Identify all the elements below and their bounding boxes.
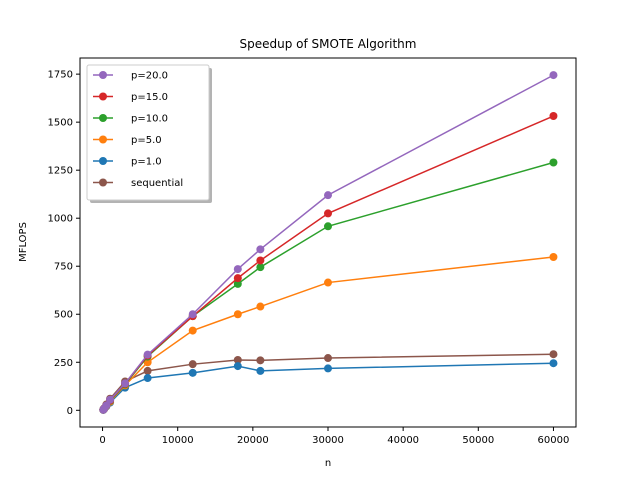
data-point	[188, 368, 197, 377]
data-point	[143, 350, 152, 359]
data-point	[324, 364, 332, 373]
data-point	[256, 302, 265, 311]
x-axis: 0 10000 20000 30000 40000 50000 60000	[99, 427, 569, 446]
x-tick-label: 60000	[538, 435, 570, 446]
legend-entry: p=1.0	[93, 157, 162, 168]
data-point	[549, 71, 558, 80]
y-tick-label: 500	[54, 310, 73, 321]
data-point	[324, 222, 332, 231]
data-point	[549, 158, 558, 167]
data-point	[256, 256, 265, 265]
legend-label: p=1.0	[131, 157, 162, 168]
data-point	[256, 245, 265, 254]
data-point	[549, 253, 558, 262]
legend-marker	[99, 114, 107, 122]
x-tick-label: 0	[99, 435, 105, 446]
data-point	[188, 360, 197, 369]
x-tick-label: 20000	[237, 435, 269, 446]
legend-marker	[99, 135, 107, 144]
y-tick-label: 1250	[48, 166, 73, 177]
data-point	[233, 310, 242, 319]
data-point	[233, 274, 242, 283]
legend-label: p=20.0	[131, 71, 168, 82]
data-point	[188, 310, 197, 319]
x-axis-label: n	[325, 458, 331, 469]
legend-label: p=10.0	[131, 114, 168, 125]
data-point	[233, 265, 242, 274]
y-tick-label: 1500	[48, 118, 73, 129]
y-tick-label: 1000	[48, 214, 73, 225]
x-tick-label: 10000	[162, 435, 194, 446]
data-point	[256, 263, 265, 272]
data-point	[233, 279, 242, 288]
x-tick-label: 40000	[387, 435, 419, 446]
data-point	[256, 356, 265, 365]
data-point	[324, 354, 332, 363]
legend-marker	[99, 92, 107, 101]
legend-label: p=5.0	[131, 135, 162, 146]
legend-entry: p=10.0	[93, 114, 168, 125]
data-point	[188, 326, 197, 335]
y-tick-label: 1750	[48, 70, 73, 81]
data-point	[256, 366, 265, 375]
legend-entry: p=20.0	[93, 71, 168, 82]
x-tick-label: 30000	[312, 435, 344, 446]
data-point	[549, 359, 558, 368]
data-point	[143, 366, 152, 375]
data-point	[549, 350, 558, 359]
legend-entry: sequential	[93, 178, 183, 189]
legend-entry: p=5.0	[93, 135, 162, 146]
data-point	[324, 278, 332, 287]
data-point	[324, 191, 332, 200]
legend-box	[86, 64, 210, 201]
y-tick-label: 250	[54, 358, 73, 369]
legend-entry: p=15.0	[93, 92, 168, 103]
legend-label: sequential	[131, 178, 183, 189]
series-layer	[99, 71, 558, 414]
legend-marker	[99, 157, 107, 165]
data-point	[106, 395, 115, 404]
y-axis-label: MFLOPS	[18, 222, 29, 262]
legend: p=20.0 p=15.0 p=10.0 p=5.0 p=1.0 sequential	[86, 64, 212, 203]
y-axis: 0 250 500 750 1000 1250 1500 1750	[48, 70, 80, 417]
data-point	[143, 374, 152, 383]
data-point	[549, 112, 558, 121]
data-point	[324, 209, 332, 218]
data-point	[233, 355, 242, 364]
data-point	[121, 379, 130, 388]
y-tick-label: 0	[67, 406, 73, 417]
legend-label: p=15.0	[131, 92, 168, 103]
x-tick-label: 50000	[462, 435, 494, 446]
chart-title: Speedup of SMOTE Algorithm	[240, 37, 417, 51]
data-point	[102, 401, 111, 410]
series-p-20-0	[99, 71, 558, 414]
y-tick-label: 750	[54, 262, 73, 273]
data-point	[233, 362, 242, 371]
legend-marker	[99, 71, 107, 79]
legend-marker	[99, 178, 107, 187]
data-point	[143, 358, 152, 367]
